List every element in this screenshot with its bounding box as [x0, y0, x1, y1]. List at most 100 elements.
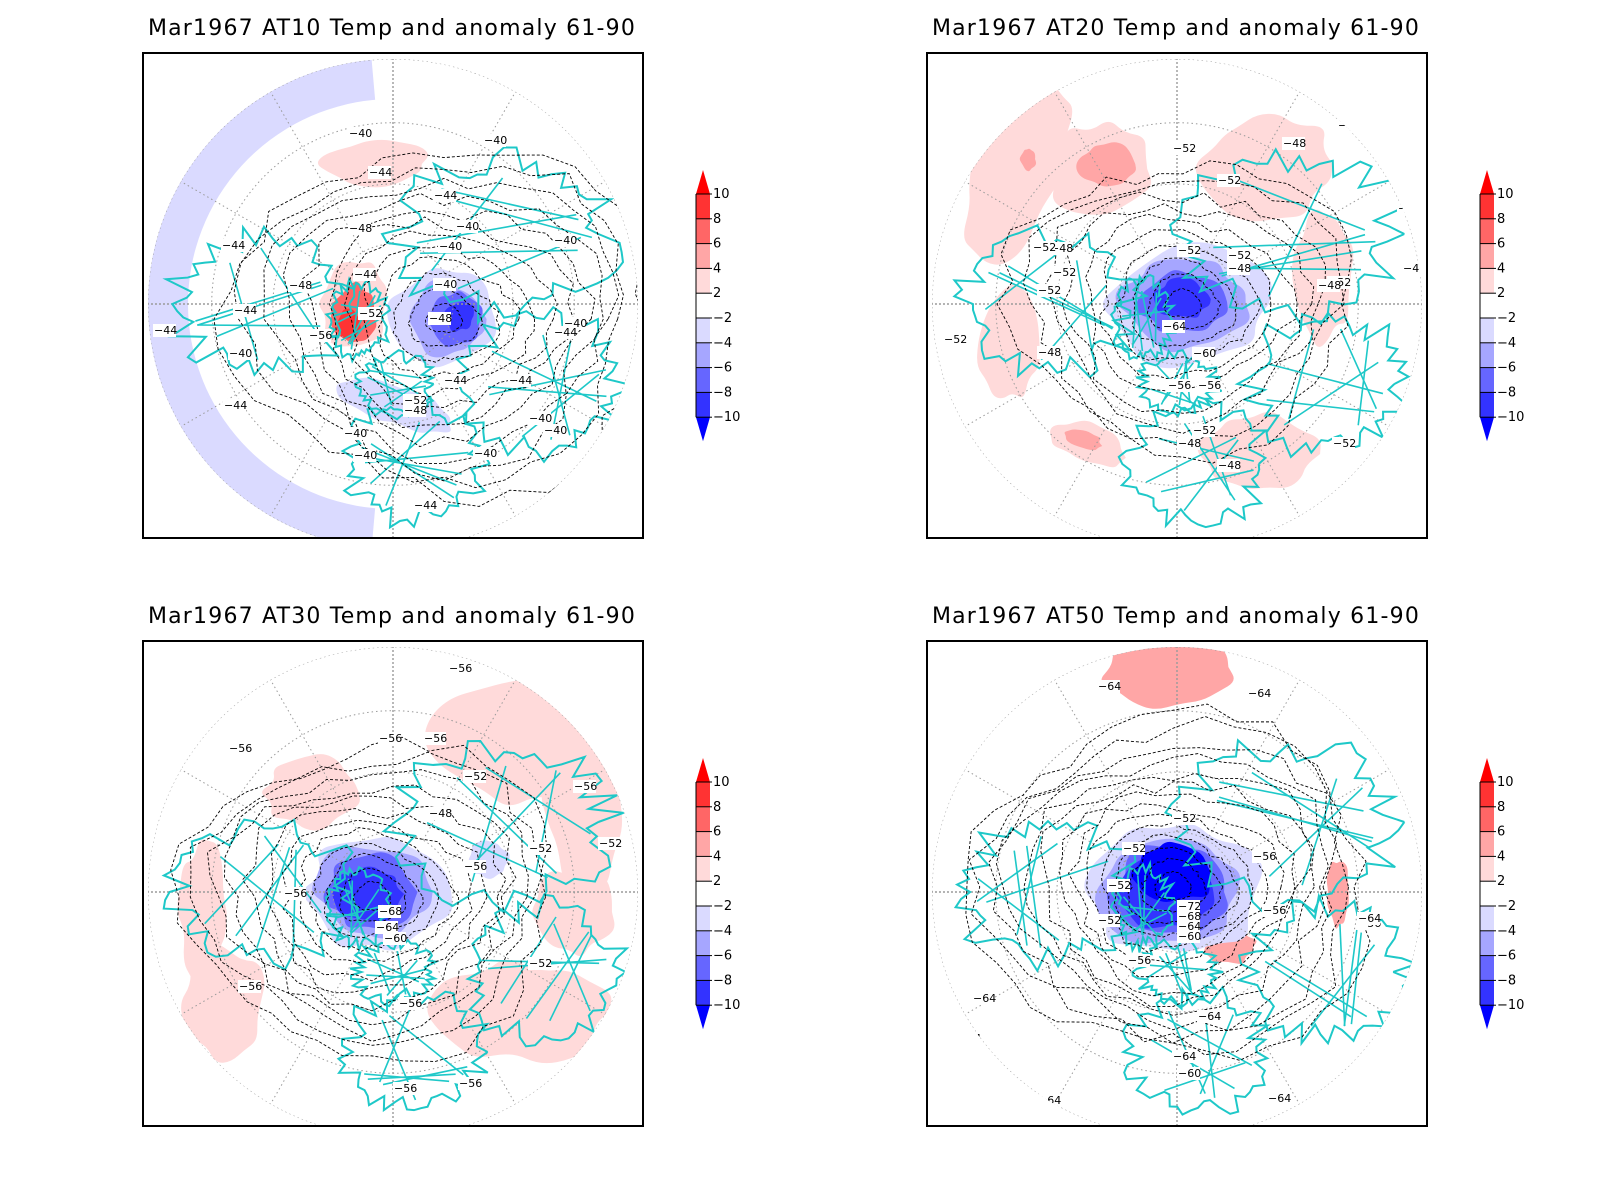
contour-label-bg [233, 304, 256, 317]
meridian-line [180, 333, 342, 427]
contour-label: −56 [574, 780, 597, 793]
colorbar-tick-label: −6 [713, 949, 732, 964]
country-border [367, 369, 421, 379]
coastline [162, 224, 356, 377]
colorbar-bin-8_10 [696, 194, 710, 219]
contour-label: −56 [394, 1082, 417, 1095]
country-border [350, 290, 361, 350]
contour-label-bg [1332, 437, 1355, 450]
contour-label-bg [433, 189, 456, 202]
country-border [1167, 1018, 1253, 1066]
isotherm-contour [1023, 772, 1315, 1016]
isotherm-contour [1022, 180, 1345, 449]
country-border [1301, 778, 1338, 886]
country-border [441, 188, 579, 221]
contour-label: −52 [404, 394, 427, 407]
colorbar-bin-2_4 [1480, 268, 1494, 294]
contour-label: −60 [384, 932, 407, 945]
country-border [336, 905, 381, 919]
colorbar-tick-label: 6 [1497, 825, 1505, 840]
anomaly-region [443, 301, 474, 332]
country-border [370, 420, 441, 485]
contour-label: −44 [414, 499, 437, 512]
contour-label: −56 [239, 980, 262, 993]
contour-label: −56 [284, 887, 307, 900]
colorbar-bin--2_2 [696, 881, 710, 906]
coastline [324, 276, 392, 364]
meridian-line [1054, 355, 1148, 517]
colorbar-tick-label: 2 [1497, 874, 1505, 889]
colorbar-tick-label: 8 [1497, 212, 1505, 227]
colorbar-bin-2_4 [696, 268, 710, 294]
contour-label: −52 [1178, 244, 1201, 257]
isotherm-contour [1131, 257, 1238, 347]
colorbar-tick-label: 10 [1497, 187, 1514, 202]
colorbar-extend-min [696, 1005, 710, 1030]
contour-label-bg [1097, 914, 1120, 927]
contour-label-bg [1177, 437, 1200, 450]
coastline [336, 987, 490, 1113]
colorbar-bin-4_6 [1480, 243, 1494, 269]
coastline [1109, 273, 1179, 363]
colorbar-bin-2_4 [696, 856, 710, 882]
colorbar-tick-label: −10 [1497, 410, 1524, 425]
contour-label-bg [1127, 954, 1150, 967]
coastline [380, 146, 625, 326]
contour-label-bg [1172, 812, 1195, 825]
contour-label-bg [1172, 142, 1195, 155]
contour-label-bg [423, 732, 446, 745]
contour-label: −56 [1263, 904, 1286, 917]
isotherm-contour [189, 751, 543, 1046]
chart-title: Mar1967 AT20 Temp and anomaly 61-90 [931, 16, 1421, 41]
anomaly-region [1064, 429, 1103, 451]
contour-label-bg [528, 842, 551, 855]
meridian-line [422, 679, 516, 841]
coastline [952, 224, 1150, 379]
contour-label: −64 [1358, 912, 1381, 925]
anomaly-region [977, 284, 1040, 399]
colorbar-tick-label: −10 [713, 410, 740, 425]
contour-label: −48 [1228, 262, 1251, 275]
contour-label: −44 [154, 324, 177, 337]
contour-label: −60 [1178, 1067, 1201, 1080]
isotherm-contour [1067, 803, 1285, 978]
contour-label: −64 [1248, 687, 1271, 700]
meridian-line [270, 355, 364, 517]
contour-label-bg [1402, 262, 1422, 275]
contour-label: −48 [429, 807, 452, 820]
contour-label: −48 [1218, 459, 1241, 472]
contour-label-bg [1262, 904, 1285, 917]
country-border [1264, 960, 1352, 1018]
colorbar-tick-label: 4 [1497, 261, 1505, 276]
isotherm-contour [170, 736, 548, 1062]
contour-label: −48 [404, 404, 427, 417]
country-border [367, 1073, 456, 1080]
country-border [1122, 310, 1167, 317]
meridian-line [270, 943, 364, 1105]
contour-label-bg [463, 770, 486, 783]
contour-label-bg [1192, 424, 1215, 437]
contour-label: −52 [1053, 266, 1076, 279]
contour-label-bg [455, 220, 478, 233]
country-border [1216, 799, 1374, 839]
colorbar-extend-max [696, 170, 710, 194]
contour-label: −48 [429, 312, 452, 325]
country-border [1164, 1061, 1246, 1092]
meridian-line [444, 333, 606, 427]
contour-label-bg [308, 329, 331, 342]
contour-label: −44 [369, 166, 392, 179]
contour-label-bg [1122, 842, 1145, 855]
colorbar-tick-label: 8 [713, 212, 721, 227]
contour-label: −64 [376, 921, 399, 934]
country-border [489, 369, 607, 396]
contour-label: −56 [229, 742, 252, 755]
isotherm-contour [424, 303, 464, 334]
contour-label: −56 [399, 997, 422, 1010]
contour-label: −52 [529, 842, 552, 855]
meridian-line [422, 943, 516, 1105]
contour-label: −64 [1268, 1092, 1291, 1105]
contour-label: −56 [1198, 379, 1221, 392]
contour-label: −52 [1098, 914, 1121, 927]
map-content: −64−64−52−52−56−52−52−72−68−64−60−56−56−… [932, 647, 1422, 1125]
contour-label: −40 [434, 278, 457, 291]
